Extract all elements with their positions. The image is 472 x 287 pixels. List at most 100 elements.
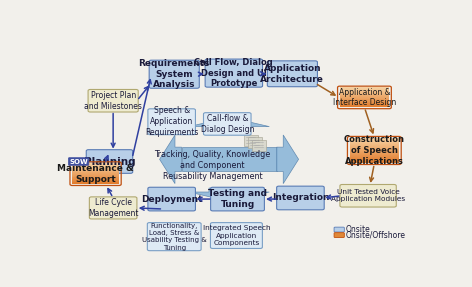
Bar (350, 152, 399, 153)
Bar (350, 141, 399, 142)
Text: SOW: SOW (69, 158, 88, 164)
Bar (350, 162, 399, 163)
Text: Unit Tested Voice
Application Modules: Unit Tested Voice Application Modules (331, 189, 405, 202)
Bar (350, 149, 399, 150)
Bar (350, 158, 399, 159)
Text: Application &
Interface Design: Application & Interface Design (333, 88, 396, 107)
FancyBboxPatch shape (86, 150, 133, 173)
FancyBboxPatch shape (88, 90, 138, 112)
Text: Tracking, Quality, Knowledge
and Component
Reusability Management: Tracking, Quality, Knowledge and Compone… (154, 150, 271, 181)
Bar (340, 96, 389, 97)
Text: Project Plan
and Milestones: Project Plan and Milestones (84, 91, 142, 110)
Text: Integration: Integration (272, 193, 329, 202)
Bar (340, 102, 389, 103)
Bar (72, 169, 119, 170)
Bar (72, 181, 119, 182)
Text: Application
Architecture: Application Architecture (261, 64, 324, 84)
Bar (72, 171, 119, 172)
FancyBboxPatch shape (340, 185, 396, 207)
Bar (72, 168, 119, 169)
FancyBboxPatch shape (205, 59, 262, 87)
FancyBboxPatch shape (211, 223, 262, 249)
Bar (72, 164, 119, 165)
Bar (340, 103, 389, 104)
FancyBboxPatch shape (211, 187, 264, 211)
Polygon shape (160, 135, 182, 184)
Text: Deployment: Deployment (141, 195, 202, 203)
Bar (340, 89, 389, 90)
Bar (72, 180, 119, 181)
Bar (340, 99, 389, 100)
Bar (340, 93, 389, 94)
FancyBboxPatch shape (334, 227, 345, 232)
Bar (72, 166, 119, 167)
FancyBboxPatch shape (148, 187, 195, 211)
FancyBboxPatch shape (148, 109, 195, 135)
Bar (350, 150, 399, 151)
Text: Integrated Speech
Application
Components: Integrated Speech Application Components (202, 225, 270, 246)
Text: Speech &
Application
Requirements: Speech & Application Requirements (145, 106, 198, 137)
Bar (72, 179, 119, 180)
Bar (340, 95, 389, 96)
Text: Maintenance &
Support: Maintenance & Support (57, 164, 134, 184)
Bar (350, 145, 399, 146)
Bar (340, 104, 389, 105)
Bar (340, 92, 389, 93)
Text: Call Flow, Dialog
Design and UI
Prototype: Call Flow, Dialog Design and UI Prototyp… (194, 58, 273, 88)
Bar (72, 174, 119, 175)
Bar (350, 146, 399, 147)
Polygon shape (189, 117, 270, 131)
FancyBboxPatch shape (277, 186, 324, 210)
Bar (350, 156, 399, 157)
Polygon shape (189, 188, 270, 201)
Bar (340, 94, 389, 95)
Bar (350, 160, 399, 161)
Bar (350, 143, 399, 144)
Bar (72, 178, 119, 179)
Bar (350, 138, 399, 139)
Text: Onsite: Onsite (346, 225, 370, 234)
Text: Testing and
Tuning: Testing and Tuning (208, 189, 267, 209)
FancyBboxPatch shape (203, 113, 251, 135)
Bar (72, 177, 119, 178)
Bar (340, 105, 389, 106)
Bar (340, 90, 389, 91)
Bar (350, 148, 399, 149)
Bar (252, 140, 266, 151)
Text: Construction
of Speech
Applications: Construction of Speech Applications (344, 135, 405, 166)
Bar (340, 100, 389, 101)
Text: Call-flow &
Dialog Design: Call-flow & Dialog Design (201, 114, 254, 134)
Bar (72, 175, 119, 176)
Bar (350, 159, 399, 160)
FancyBboxPatch shape (149, 60, 199, 88)
Bar (340, 106, 389, 107)
Bar (340, 101, 389, 102)
Bar (72, 170, 119, 171)
Bar (72, 172, 119, 173)
Bar (350, 142, 399, 143)
Bar (72, 163, 119, 164)
Bar (72, 173, 119, 174)
Bar (350, 154, 399, 155)
Bar (350, 161, 399, 162)
Bar (72, 183, 119, 184)
Bar (340, 97, 389, 98)
Polygon shape (277, 135, 299, 184)
Bar (350, 147, 399, 148)
Bar (340, 98, 389, 99)
Bar (350, 153, 399, 154)
Text: Functionality,
Load, Stress &
Usability Testing &
Tuning: Functionality, Load, Stress & Usability … (142, 223, 207, 251)
Text: Onsite/Offshore: Onsite/Offshore (346, 230, 405, 240)
Bar (340, 88, 389, 89)
Bar (350, 139, 399, 140)
Text: Planning: Planning (84, 156, 135, 166)
Bar (72, 167, 119, 168)
Bar (72, 176, 119, 177)
Bar (248, 137, 261, 148)
Bar (350, 155, 399, 156)
Text: Life Cycle
Management: Life Cycle Management (88, 198, 138, 218)
FancyBboxPatch shape (89, 197, 137, 219)
Polygon shape (182, 147, 277, 171)
Bar (350, 144, 399, 145)
Bar (340, 91, 389, 92)
